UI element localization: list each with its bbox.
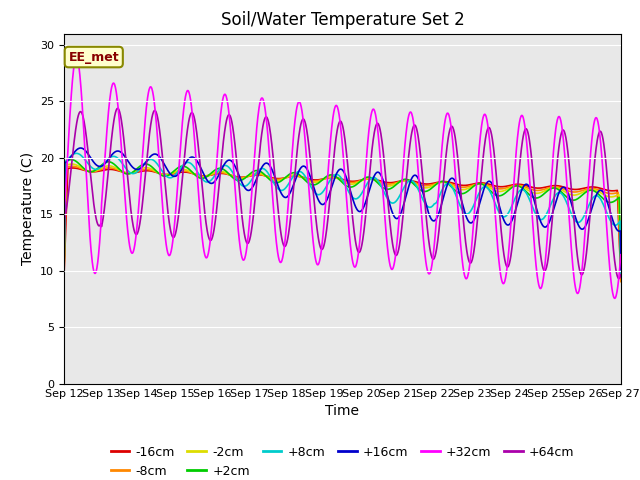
-2cm [184, 168, 192, 174]
-16cm [60, 274, 68, 279]
-16cm [502, 183, 509, 189]
+32cm [502, 273, 509, 279]
-16cm [68, 165, 76, 171]
+32cm [551, 132, 559, 138]
+16cm [429, 218, 437, 224]
+32cm [171, 220, 179, 226]
-2cm [617, 270, 625, 276]
-2cm [60, 272, 68, 278]
+8cm [617, 272, 625, 278]
Line: +64cm: +64cm [64, 108, 621, 302]
Line: -2cm: -2cm [64, 164, 621, 275]
+16cm [617, 266, 625, 272]
+16cm [502, 221, 509, 227]
-8cm [184, 169, 192, 175]
+64cm [429, 256, 437, 262]
Y-axis label: Temperature (C): Temperature (C) [20, 152, 35, 265]
+8cm [171, 173, 179, 179]
+32cm [429, 253, 437, 259]
+64cm [617, 272, 625, 277]
+8cm [60, 270, 68, 276]
-16cm [246, 173, 254, 179]
+64cm [184, 121, 192, 127]
-2cm [502, 187, 509, 193]
+8cm [72, 150, 80, 156]
-2cm [68, 161, 76, 167]
-8cm [502, 185, 509, 191]
+64cm [502, 262, 509, 267]
-8cm [429, 181, 437, 187]
+64cm [246, 233, 254, 239]
-16cm [551, 183, 559, 189]
-8cm [246, 173, 254, 179]
-16cm [617, 275, 625, 280]
+32cm [72, 54, 80, 60]
+32cm [60, 297, 68, 302]
-2cm [171, 169, 179, 175]
+16cm [60, 271, 68, 276]
Line: +2cm: +2cm [64, 159, 621, 273]
X-axis label: Time: Time [325, 405, 360, 419]
-16cm [429, 180, 437, 186]
+16cm [246, 187, 254, 192]
+32cm [617, 252, 625, 258]
+8cm [429, 203, 437, 208]
+8cm [502, 213, 509, 219]
-8cm [171, 170, 179, 176]
+2cm [171, 168, 179, 173]
-8cm [551, 184, 559, 190]
+2cm [67, 156, 75, 162]
Title: Soil/Water Temperature Set 2: Soil/Water Temperature Set 2 [221, 11, 464, 29]
Line: -8cm: -8cm [64, 166, 621, 282]
Legend: -16cm, -8cm, -2cm, +2cm, +8cm, +16cm, +32cm, +64cm: -16cm, -8cm, -2cm, +2cm, +8cm, +16cm, +3… [106, 441, 579, 480]
+32cm [246, 206, 254, 212]
+2cm [502, 190, 509, 195]
-2cm [246, 172, 254, 178]
-16cm [184, 169, 192, 175]
Text: EE_met: EE_met [68, 50, 119, 63]
Line: +32cm: +32cm [64, 57, 621, 300]
+64cm [114, 106, 122, 111]
+2cm [617, 269, 625, 275]
+8cm [551, 193, 559, 199]
+64cm [171, 233, 179, 239]
+2cm [551, 185, 559, 191]
+2cm [184, 166, 192, 171]
-16cm [171, 170, 179, 176]
+16cm [551, 202, 559, 207]
+8cm [184, 159, 192, 165]
Line: -16cm: -16cm [64, 168, 621, 277]
+8cm [246, 179, 254, 184]
+2cm [60, 270, 68, 276]
-2cm [551, 185, 559, 191]
Line: +16cm: +16cm [64, 148, 621, 274]
+64cm [551, 184, 559, 190]
+16cm [77, 145, 84, 151]
+16cm [171, 173, 179, 179]
-8cm [60, 265, 68, 271]
+16cm [184, 156, 192, 162]
Line: +8cm: +8cm [64, 153, 621, 275]
+64cm [60, 299, 68, 305]
+32cm [184, 88, 192, 94]
-2cm [429, 183, 437, 189]
+2cm [246, 170, 254, 176]
-8cm [617, 279, 625, 285]
+2cm [429, 184, 437, 190]
-8cm [68, 163, 76, 169]
